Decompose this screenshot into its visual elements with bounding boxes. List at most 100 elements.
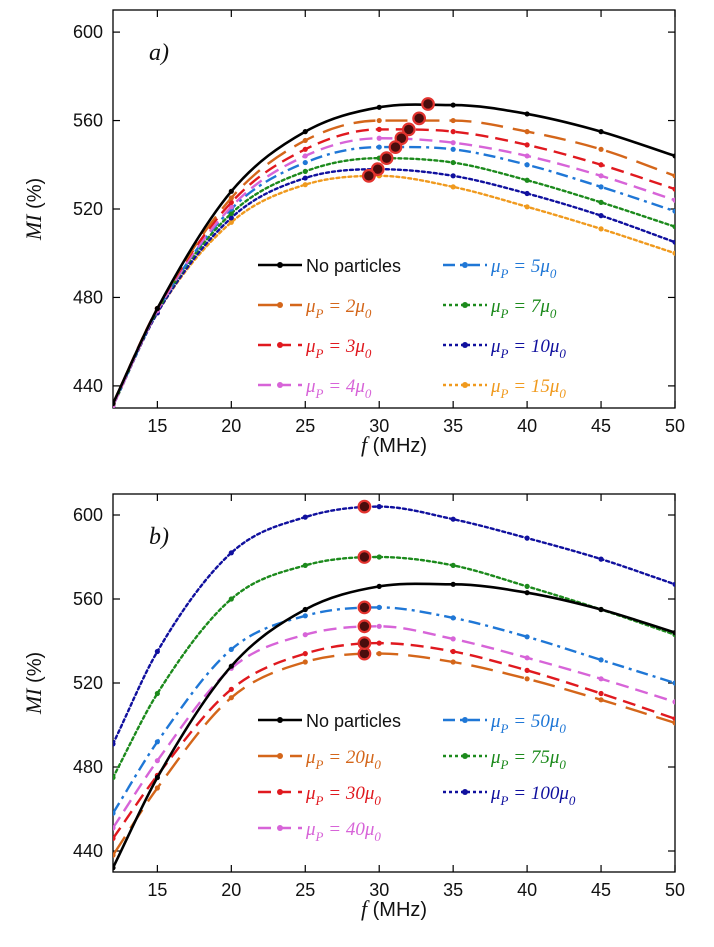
data-point xyxy=(598,556,604,562)
data-point xyxy=(524,590,530,596)
data-point xyxy=(524,162,530,168)
y-tick-label: 600 xyxy=(73,22,103,42)
plot-frame xyxy=(112,493,676,873)
data-point xyxy=(154,774,160,781)
data-point xyxy=(450,102,456,108)
data-point xyxy=(450,636,456,642)
data-point xyxy=(524,111,530,117)
peak-marker xyxy=(357,600,372,615)
x-tick-label: 25 xyxy=(295,416,315,436)
data-point xyxy=(524,190,530,197)
data-point xyxy=(302,182,308,188)
x-tick-label: 35 xyxy=(443,416,463,436)
x-tick-label: 50 xyxy=(665,416,685,436)
x-axis-label: f (MHz) xyxy=(361,896,427,921)
data-point xyxy=(228,210,234,217)
data-point xyxy=(113,852,116,858)
data-point xyxy=(228,550,234,556)
y-tick-label: 440 xyxy=(73,841,103,861)
data-point xyxy=(376,117,382,124)
data-point xyxy=(450,117,456,124)
legend-label: μP = 3μ0 xyxy=(305,336,372,361)
series-line xyxy=(113,652,675,856)
data-point xyxy=(302,514,308,520)
data-point xyxy=(376,126,382,132)
data-point xyxy=(302,632,308,638)
panel-label: b) xyxy=(149,524,169,550)
peak-marker xyxy=(357,499,372,514)
data-point xyxy=(376,604,382,611)
legend-label: No particles xyxy=(306,256,401,276)
data-point xyxy=(113,865,116,871)
data-point xyxy=(302,153,308,159)
peak-marker xyxy=(361,168,376,183)
data-point xyxy=(450,516,456,522)
legend-marker xyxy=(277,262,283,268)
data-point xyxy=(302,159,308,166)
data-point xyxy=(672,581,675,587)
data-point xyxy=(598,657,604,663)
data-point xyxy=(450,140,456,146)
legend-marker xyxy=(277,825,283,831)
data-point xyxy=(376,583,382,590)
x-tick-label: 25 xyxy=(295,880,315,900)
legend-label: μP = 4μ0 xyxy=(305,376,372,401)
legend-label: μP = 10μ0 xyxy=(490,336,566,361)
data-point xyxy=(302,606,308,613)
data-point xyxy=(524,535,530,541)
y-tick-label: 480 xyxy=(73,287,103,307)
data-point xyxy=(450,173,456,179)
x-tick-label: 35 xyxy=(443,880,463,900)
x-tick-label: 50 xyxy=(665,880,685,900)
peak-marker xyxy=(379,151,394,166)
data-point xyxy=(672,153,675,159)
data-point xyxy=(113,825,116,831)
legend-marker xyxy=(277,382,283,388)
legend-label: μP = 50μ0 xyxy=(490,711,566,736)
data-point xyxy=(228,195,234,201)
series-line xyxy=(113,137,675,407)
chart-panel-b: 15 20 25 30 35 40 45 50 440 480 520 560 600 f (MHz) MI… xyxy=(21,493,685,921)
legend-marker xyxy=(462,262,468,268)
peak-marker xyxy=(357,636,372,650)
data-point xyxy=(450,562,456,569)
data-point xyxy=(228,596,234,602)
legend-marker xyxy=(462,789,468,795)
data-point xyxy=(302,146,308,152)
legend-marker xyxy=(277,342,283,348)
data-point xyxy=(598,697,604,703)
data-point xyxy=(672,680,675,686)
data-point xyxy=(450,648,456,655)
data-point xyxy=(376,504,382,510)
x-tick-label: 30 xyxy=(369,416,389,436)
data-point xyxy=(113,774,116,781)
plot-frame xyxy=(112,9,676,409)
y-tick-label: 520 xyxy=(73,673,103,693)
data-point xyxy=(450,615,456,621)
peak-marker xyxy=(412,111,427,126)
y-tick-label: 480 xyxy=(73,757,103,777)
data-point xyxy=(376,144,382,150)
legend-label: μP = 20μ0 xyxy=(305,747,381,772)
data-point xyxy=(672,224,675,230)
legend-marker xyxy=(462,717,468,723)
data-point xyxy=(672,208,675,214)
data-point xyxy=(302,613,308,619)
data-point xyxy=(598,676,604,682)
x-tick-label: 40 xyxy=(517,880,537,900)
y-axis-label: MI (%) xyxy=(21,652,46,715)
peak-marker xyxy=(370,162,385,177)
data-point xyxy=(598,184,604,190)
x-tick-label: 20 xyxy=(221,416,241,436)
legend-label: μP = 2μ0 xyxy=(305,296,372,321)
chart-panel-a: 15 20 25 30 35 40 45 50 440 480 520 560 600 f (MHz) MI… xyxy=(21,9,685,457)
panel-label: a) xyxy=(149,40,169,66)
data-point xyxy=(113,400,116,407)
data-point xyxy=(524,153,530,159)
data-point xyxy=(376,135,382,141)
series-line xyxy=(113,156,675,407)
data-point xyxy=(154,648,160,655)
data-point xyxy=(450,159,456,166)
data-point xyxy=(598,213,604,219)
x-axis-label: f (MHz) xyxy=(361,432,427,457)
